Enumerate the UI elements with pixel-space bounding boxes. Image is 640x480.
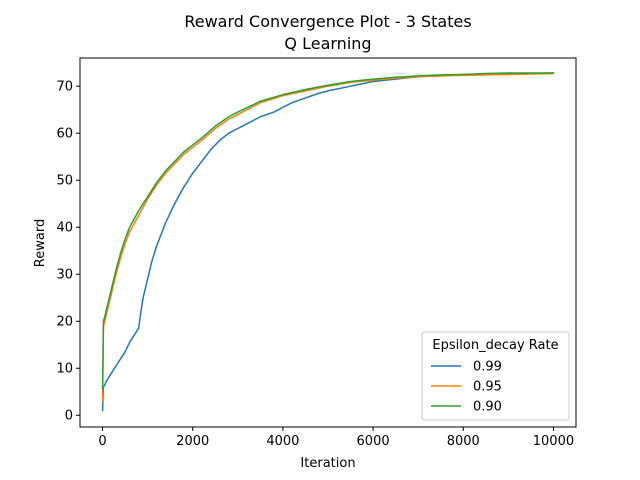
y-tick-label-6: 60: [56, 127, 73, 142]
x-tick-label-4: 8000: [447, 434, 480, 449]
y-tick-label-0: 0: [65, 409, 73, 424]
series-line-2: [101, 72, 555, 391]
legend-title: Epsilon_decay Rate: [432, 338, 558, 353]
y-tick-label-7: 70: [56, 80, 73, 95]
legend-frame: [421, 331, 570, 421]
legend: Epsilon_decay Rate 0.99 0.95 0.90: [421, 331, 570, 421]
y-tick-label-4: 40: [56, 221, 73, 236]
legend-label-1: 0.95: [473, 380, 502, 395]
y-tick-label-5: 50: [56, 174, 73, 189]
x-tick-label-2: 4000: [266, 434, 299, 449]
y-axis-label: Reward: [33, 219, 48, 267]
x-ticks: 0 2000 4000 6000 8000 10000: [98, 427, 574, 449]
x-tick-label-0: 0: [98, 434, 106, 449]
y-tick-label-2: 20: [56, 315, 73, 330]
x-axis-label: Iteration: [300, 456, 355, 471]
y-tick-label-3: 30: [56, 268, 73, 283]
legend-label-2: 0.90: [473, 400, 502, 415]
plot-frame: [79, 57, 577, 428]
series-line-1: [101, 72, 555, 402]
chart-title: Reward Convergence Plot - 3 States: [184, 12, 471, 31]
y-ticks: 0 10 20 30 40 50 60 70: [56, 80, 80, 424]
legend-label-0: 0.99: [473, 360, 502, 375]
chart-subtitle: Q Learning: [284, 34, 371, 53]
x-tick-label-1: 2000: [176, 434, 209, 449]
x-tick-label-3: 6000: [357, 434, 390, 449]
series-line-0: [101, 72, 555, 412]
y-tick-label-1: 10: [56, 362, 73, 377]
series-layer: [101, 72, 555, 412]
x-tick-label-5: 10000: [533, 434, 574, 449]
legend-items: 0.99 0.95 0.90: [431, 360, 502, 415]
